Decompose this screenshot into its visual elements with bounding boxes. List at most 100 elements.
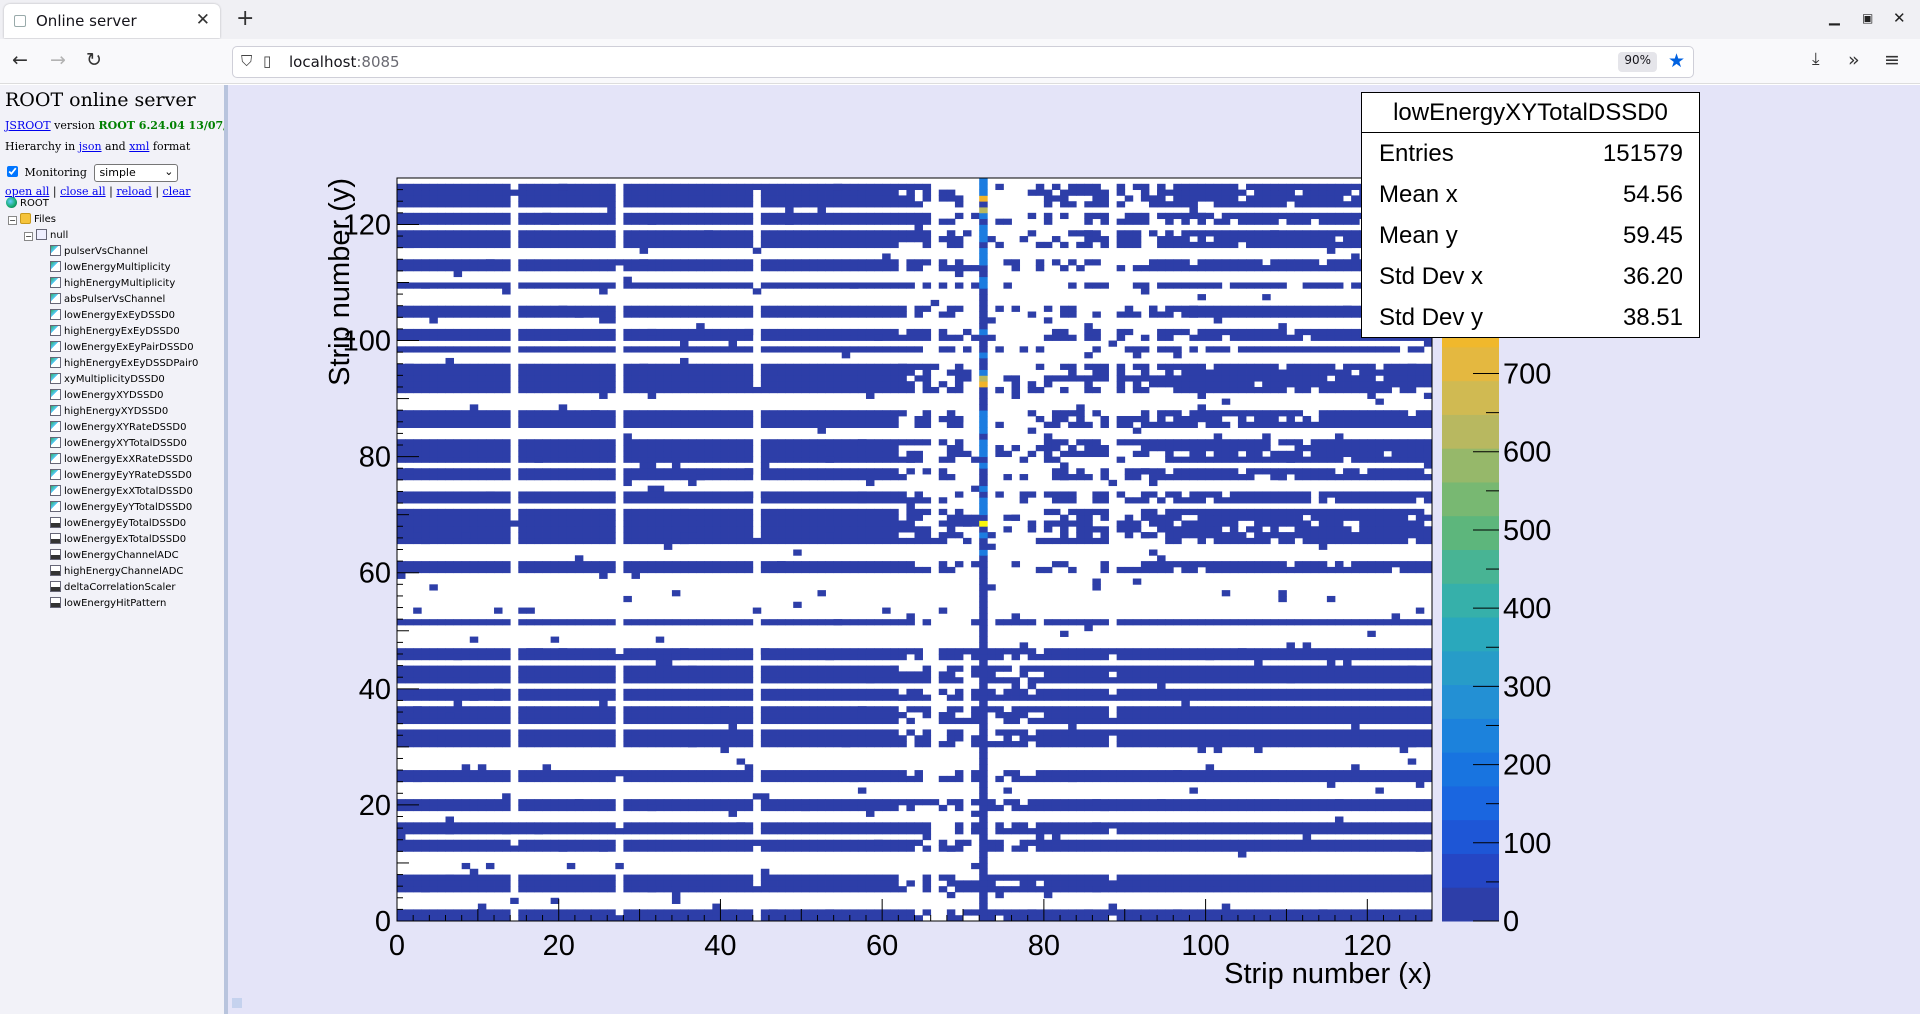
tree-item[interactable]: lowEnergyExEyDSSD0	[50, 309, 175, 325]
tree-item[interactable]: lowEnergyMultiplicity	[50, 261, 171, 277]
tree-item[interactable]: lowEnergyEyYTotalDSSD0	[50, 501, 192, 517]
json-link[interactable]: json	[78, 140, 102, 153]
jsroot-link[interactable]: JSROOT	[5, 119, 51, 132]
browser-tab[interactable]: Online server ✕	[4, 4, 220, 38]
tree-item[interactable]: pulserVsChannel	[50, 245, 148, 261]
tree-item[interactable]: lowEnergyExXTotalDSSD0	[50, 485, 193, 501]
tree-item[interactable]: lowEnergyXYTotalDSSD0	[50, 437, 187, 453]
tree-node-file-null[interactable]: − null	[24, 229, 69, 241]
tree-item[interactable]: lowEnergyExEyPairDSSD0	[50, 341, 194, 357]
tree-item[interactable]: lowEnergyExTotalDSSD0	[50, 533, 186, 549]
collapse-icon[interactable]: −	[24, 232, 33, 241]
heatmap-cell	[1229, 648, 1239, 655]
heatmap-cell	[857, 532, 867, 539]
heatmap-cell	[1165, 439, 1174, 446]
tree-item[interactable]: highEnergyXYDSSD0	[50, 405, 168, 421]
tree-item[interactable]: lowEnergyXYRateDSSD0	[50, 421, 186, 437]
tree-node-root[interactable]: ROOT	[6, 197, 49, 213]
tree-item-label: highEnergyExEyDSSD0	[64, 326, 180, 337]
heatmap-cell	[526, 653, 535, 661]
minimize-window-icon[interactable]: ▁	[1829, 10, 1840, 26]
heatmap-cell	[558, 508, 568, 516]
back-icon[interactable]: ←	[12, 49, 28, 71]
heatmap-cell	[663, 566, 673, 574]
tree-item[interactable]: lowEnergyEyYRateDSSD0	[50, 469, 192, 485]
forward-icon[interactable]: →	[50, 49, 66, 71]
url-bar[interactable]: ⛉ ▯ localhost:8085 90% ★	[232, 46, 1694, 78]
tree-item[interactable]: lowEnergyExXRateDSSD0	[50, 453, 193, 469]
maximize-window-icon[interactable]: ▣	[1862, 11, 1874, 25]
tree-item[interactable]: deltaCorrelationScaler	[50, 581, 175, 597]
monitoring-checkbox[interactable]	[7, 166, 18, 177]
tree-item[interactable]: lowEnergyChannelADC	[50, 549, 179, 565]
xml-link[interactable]: xml	[129, 140, 150, 153]
tree-item[interactable]: absPulserVsChannel	[50, 293, 165, 309]
heatmap-cell	[1173, 915, 1182, 922]
heatmap-cell	[1375, 886, 1384, 893]
heatmap-cell	[954, 828, 964, 835]
heatmap-cell	[712, 421, 721, 429]
heatmap-cell	[1254, 537, 1263, 545]
shield-icon[interactable]: ⛉	[241, 52, 253, 70]
zoom-level-badge[interactable]: 90%	[1618, 52, 1657, 72]
heatmap-cell	[1294, 508, 1304, 516]
tree-item[interactable]: xyMultiplicityDSSD0	[50, 373, 165, 389]
heatmap-cell	[631, 445, 640, 452]
tree-item[interactable]: lowEnergyEyTotalDSSD0	[50, 517, 186, 533]
heatmap-cell	[453, 421, 463, 429]
page-info-icon[interactable]: ▯	[263, 52, 272, 70]
menu-icon[interactable]: ≡	[1884, 49, 1900, 71]
heatmap-cell	[599, 775, 608, 783]
close-tab-icon[interactable]: ✕	[195, 10, 210, 30]
tree-item[interactable]: highEnergyExEyDSSD0	[50, 325, 180, 341]
heatmap-cell	[906, 909, 915, 916]
heatmap-cell	[777, 648, 786, 655]
heatmap-cell	[494, 874, 503, 881]
downloads-icon[interactable]: ⤓	[1812, 49, 1820, 69]
heatmap-cell	[874, 439, 883, 446]
collapse-icon[interactable]: −	[8, 216, 17, 225]
close-all-link[interactable]: close all	[60, 185, 106, 198]
heatmap-cell	[1229, 619, 1239, 626]
heatmap-cell	[655, 839, 665, 846]
open-all-link[interactable]: open all	[5, 185, 50, 198]
heatmap-cell	[1076, 520, 1085, 527]
heatmap-cell	[1124, 653, 1134, 661]
tree-item[interactable]: highEnergyExEyDSSDPair0	[50, 357, 198, 373]
heatmap-cell	[841, 694, 851, 701]
url-text[interactable]: localhost:8085	[289, 53, 400, 71]
close-window-icon[interactable]: ✕	[1893, 9, 1906, 27]
panel-splitter[interactable]	[224, 85, 228, 1014]
heatmap-cell	[1294, 909, 1304, 916]
heatmap-cell	[437, 648, 446, 655]
tree-node-files[interactable]: − Files	[8, 213, 56, 225]
heatmap-cell	[1367, 526, 1376, 533]
heatmap-cell	[550, 514, 560, 521]
heatmap-cell	[1035, 653, 1045, 661]
monitoring-mode-select[interactable]: simple ⌄	[94, 164, 179, 182]
bookmark-star-icon[interactable]: ★	[1667, 50, 1685, 72]
heatmap-cell	[671, 474, 681, 481]
extensions-overflow-icon[interactable]: »	[1848, 49, 1860, 71]
plot-frame-background	[397, 178, 1432, 921]
heatmap-cell	[453, 561, 463, 568]
heatmap-cell	[1043, 671, 1053, 678]
reload-link[interactable]: reload	[116, 185, 152, 198]
heatmap-cell	[607, 712, 616, 719]
new-tab-icon[interactable]: +	[236, 6, 255, 31]
heatmap-cell	[655, 508, 665, 516]
tree-item[interactable]: lowEnergyXYDSSD0	[50, 389, 164, 405]
heatmap-cell	[1318, 874, 1328, 881]
tree-item[interactable]: lowEnergyHitPattern	[50, 597, 166, 613]
heatmap-cell	[712, 880, 721, 887]
heatmap-cell	[623, 497, 632, 504]
tree-item[interactable]: highEnergyChannelADC	[50, 565, 183, 581]
heatmap-cell	[1270, 648, 1279, 655]
clear-link[interactable]: clear	[162, 185, 191, 198]
heatmap-cell	[1391, 775, 1401, 783]
tree-item[interactable]: highEnergyMultiplicity	[50, 277, 175, 293]
reload-icon[interactable]: ↻	[86, 49, 102, 71]
heatmap-cell	[526, 619, 535, 626]
heatmap-cell	[566, 439, 576, 446]
